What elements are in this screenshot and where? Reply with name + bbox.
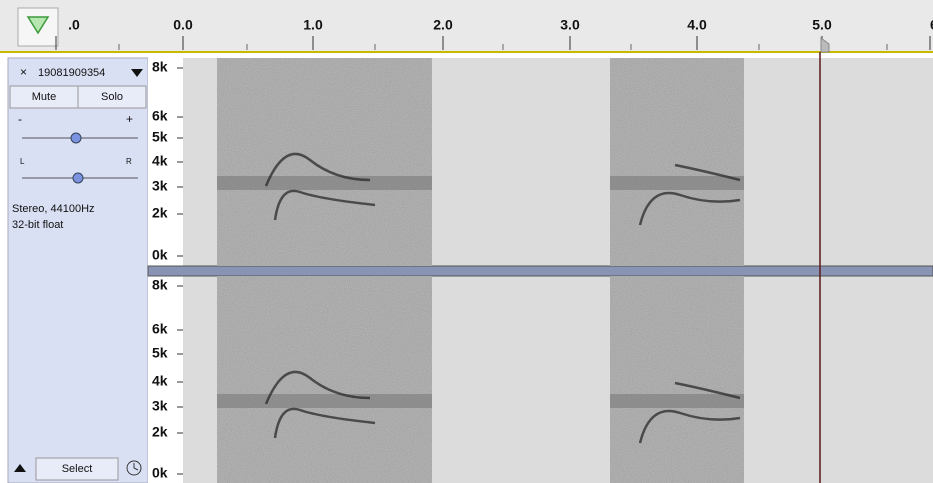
spectrogram-band [217,394,432,408]
ruler-label: 5.0 [812,17,832,33]
ruler-label: 4.0 [687,17,707,33]
spectrogram-noise [217,58,432,266]
scale-label: 0k [152,247,168,263]
scale-label: 3k [152,178,168,194]
collapse-button[interactable] [14,464,26,472]
scale-label: 0k [152,465,168,481]
scale-label: 6k [152,321,168,337]
track-bit-depth: 32-bit float [12,219,63,231]
solo-button[interactable] [77,85,147,109]
bird-call-contour [264,370,371,405]
gain-max-label: + [126,112,133,126]
bird-call-contour [638,409,741,444]
track-control-panel [7,57,149,483]
channel-divider [147,265,933,277]
ruler-label: 3.0 [560,17,580,33]
spectrogram-noise [610,58,744,266]
bird-call-contour [273,407,376,439]
spectrogram-band [610,394,744,408]
scale-label: 2k [152,424,168,440]
scale-label: 8k [152,277,168,293]
bird-call-contour [674,163,741,182]
ruler-label: 0.0 [173,17,193,33]
ruler-label: 6 [930,17,933,33]
spectrogram-band [217,176,432,190]
ruler-label: 2.0 [433,17,453,33]
scale-label: 4k [152,153,168,169]
scale-label: 6k [152,108,168,124]
bird-call-contour [273,189,376,221]
spectrogram-band [610,176,744,190]
play-head-icon [26,16,50,35]
gain-min-label: - [18,112,22,126]
bird-call-contour [638,191,741,226]
scale-label: 3k [152,398,168,414]
sync-lock-hands [133,463,139,471]
cursor-marker [820,37,830,53]
scale-label: 5k [152,345,168,361]
bird-call-contour [264,152,371,187]
scale-label: 5k [152,129,168,145]
ruler-label: .0 [68,17,80,33]
gain-slider-thumb[interactable] [70,132,82,144]
bird-call-contour [674,381,741,400]
mute-label: Mute [32,91,56,103]
sync-lock-icon[interactable] [126,460,142,476]
ruler-label: 1.0 [303,17,323,33]
timeline-ruler[interactable] [0,0,933,52]
spectrogram-noise [217,276,432,483]
pan-slider-thumb[interactable] [72,172,84,184]
scale-label: 2k [152,205,168,221]
solo-label: Solo [101,91,123,103]
scale-label: 4k [152,373,168,389]
select-button[interactable] [35,457,119,481]
track-name[interactable]: 19081909354 [38,67,105,79]
track-menu-arrow[interactable] [131,69,143,77]
scale-label: 8k [152,59,168,75]
select-label: Select [62,463,93,475]
spectrogram-noise [610,276,744,483]
close-button[interactable]: × [20,65,27,79]
pan-right-label: R [126,157,132,166]
pan-left-label: L [20,157,25,166]
track-format: Stereo, 44100Hz [12,203,95,215]
